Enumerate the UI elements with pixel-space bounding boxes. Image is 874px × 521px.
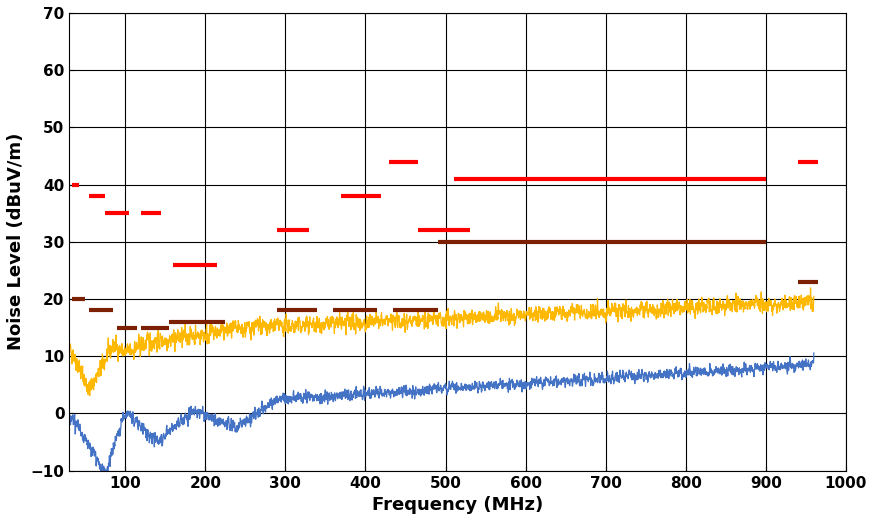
X-axis label: Frequency (MHz): Frequency (MHz) bbox=[372, 496, 543, 514]
Y-axis label: Noise Level (dBuV/m): Noise Level (dBuV/m) bbox=[7, 133, 25, 351]
